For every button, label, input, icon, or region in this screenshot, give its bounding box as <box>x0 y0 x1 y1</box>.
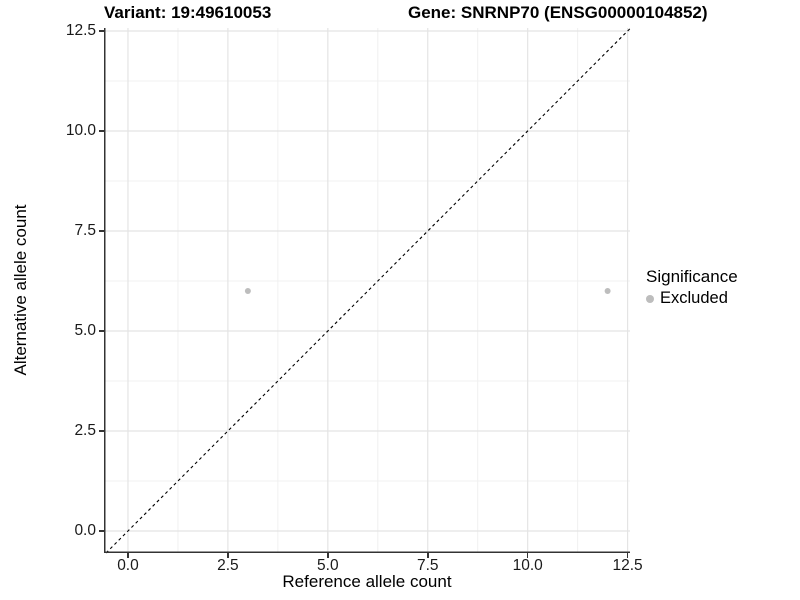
x-tick-label: 5.0 <box>317 557 339 574</box>
legend-item-label: Excluded <box>660 289 728 307</box>
y-tick-mark <box>99 230 104 232</box>
y-tick-mark <box>99 530 104 532</box>
legend: Significance Excluded <box>646 267 738 308</box>
x-tick-mark <box>127 553 129 558</box>
y-tick-label: 2.5 <box>74 422 96 439</box>
plot-title-variant: Variant: 19:49610053 <box>104 3 272 22</box>
legend-item-excluded: Excluded <box>646 289 738 308</box>
y-tick-label: 5.0 <box>74 322 96 339</box>
x-tick-mark <box>526 553 529 558</box>
data-point-excluded <box>244 288 251 294</box>
x-tick-label: 7.5 <box>416 557 439 574</box>
y-axis-title: Alternative allele count <box>11 204 30 376</box>
x-tick-mark <box>227 553 229 558</box>
x-tick-mark <box>626 553 629 558</box>
y-tick-label: 10.0 <box>65 122 96 139</box>
chart-canvas <box>104 28 631 554</box>
x-tick-label: 10.0 <box>512 557 543 574</box>
y-tick-mark <box>99 130 104 132</box>
x-tick-mark <box>427 553 429 558</box>
identity-dashed-line <box>105 28 631 554</box>
x-tick-label: 0.0 <box>117 557 139 574</box>
y-tick-mark <box>99 30 104 32</box>
excluded-point-swatch-icon <box>646 294 654 303</box>
y-tick-label: 7.5 <box>74 222 96 239</box>
x-tick-label: 12.5 <box>612 557 643 574</box>
plot-panel <box>104 28 631 554</box>
plot-title-gene: Gene: SNRNP70 (ENSG00000104852) <box>408 3 708 22</box>
y-tick-mark <box>99 430 104 432</box>
x-tick-mark <box>327 553 329 558</box>
y-tick-mark <box>99 330 104 332</box>
data-point-excluded <box>604 288 611 294</box>
y-tick-label: 0.0 <box>74 522 96 539</box>
x-axis-title: Reference allele count <box>282 572 452 591</box>
y-tick-label: 12.5 <box>65 22 96 39</box>
legend-title: Significance <box>646 267 738 286</box>
x-tick-label: 2.5 <box>217 557 239 574</box>
